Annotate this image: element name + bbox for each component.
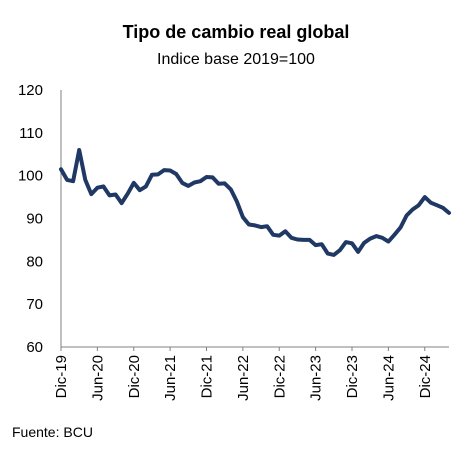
x-tick-label: Dic-23 [344,355,361,398]
source-note: Fuente: BCU [12,424,93,440]
x-tick-label: Dic-21 [199,355,216,398]
x-tick-label: Dic-24 [417,355,434,398]
x-tick-label: Jun-22 [235,355,252,401]
y-tick-label: 90 [26,211,43,228]
x-tick-label: Jun-20 [89,355,106,401]
x-tick-label: Jun-23 [308,355,325,401]
y-tick-label: 60 [26,339,43,356]
series-line [59,148,451,257]
plot-area: 60 70 80 90 100 110 120 Dic-19 Jun-20 Dic-20 Jun-2… [18,82,451,401]
y-tick-label: 70 [26,296,43,313]
x-tick-label: Dic-19 [53,355,70,398]
y-tick-label: 110 [19,125,43,142]
y-tick-label: 100 [18,168,43,185]
x-tick-label: Dic-22 [271,355,288,398]
y-tick-label: 80 [26,253,43,270]
chart-subtitle: Indice base 2019=100 [157,51,315,68]
chart-title: Tipo de cambio real global [123,22,350,42]
y-tick-label: 120 [18,82,43,99]
x-tick-label: Jun-24 [380,355,397,401]
x-tick-label: Dic-20 [126,355,143,398]
x-tick-label: Jun-21 [162,355,179,401]
